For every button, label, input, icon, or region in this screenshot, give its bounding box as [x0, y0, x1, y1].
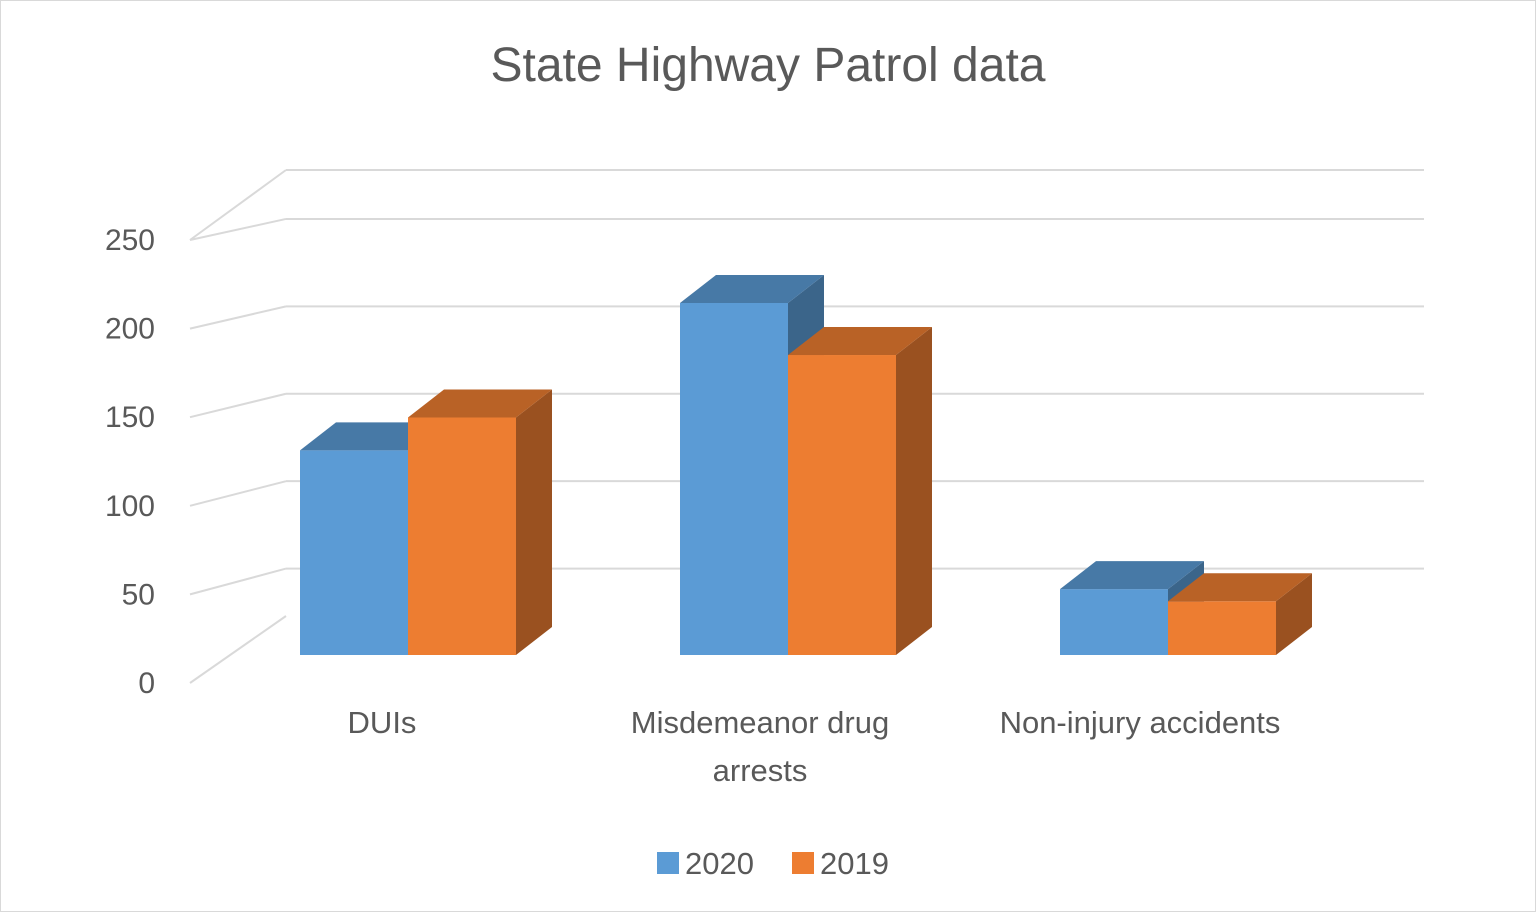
gridline — [189, 567, 287, 596]
bar-side-2019 — [1276, 573, 1312, 655]
legend-swatch-2020 — [657, 852, 679, 874]
bar-2020 — [680, 303, 788, 655]
bar-side-2019 — [896, 327, 932, 655]
gridline — [189, 392, 287, 419]
y-tick-label: 250 — [105, 224, 155, 257]
y-tick-label: 0 — [138, 667, 155, 700]
category-label: Misdemeanor drug — [631, 705, 889, 740]
legend-label-2020: 2020 — [685, 846, 754, 881]
chart-title: State Highway Patrol data — [490, 39, 1046, 92]
bar-2020 — [300, 450, 408, 655]
bar-top-2019 — [408, 389, 552, 418]
bar-2019 — [408, 417, 516, 655]
bar-top-2020 — [1060, 561, 1204, 590]
bar-2020 — [1060, 589, 1168, 655]
gridline — [189, 615, 287, 684]
category-label: Non-injury accidents — [1000, 705, 1281, 740]
legend-swatch-2019 — [792, 852, 814, 874]
gridline — [189, 169, 287, 241]
bar-side-2019 — [516, 389, 552, 655]
bar-top-2020 — [680, 275, 824, 303]
gridline — [189, 217, 287, 241]
category-label: arrests — [713, 753, 808, 788]
bar-2019 — [1168, 601, 1276, 655]
y-tick-label: 100 — [105, 490, 155, 523]
legend-label-2019: 2019 — [820, 846, 889, 881]
gridline — [189, 480, 287, 507]
bar-top-2019 — [788, 327, 932, 356]
bar-top-2019 — [1168, 573, 1312, 602]
gridline — [189, 305, 287, 330]
category-label: DUIs — [348, 705, 417, 740]
y-tick-label: 200 — [105, 313, 155, 346]
y-tick-label: 50 — [122, 578, 155, 611]
y-tick-label: 150 — [105, 401, 155, 434]
bar-2019 — [788, 355, 896, 655]
